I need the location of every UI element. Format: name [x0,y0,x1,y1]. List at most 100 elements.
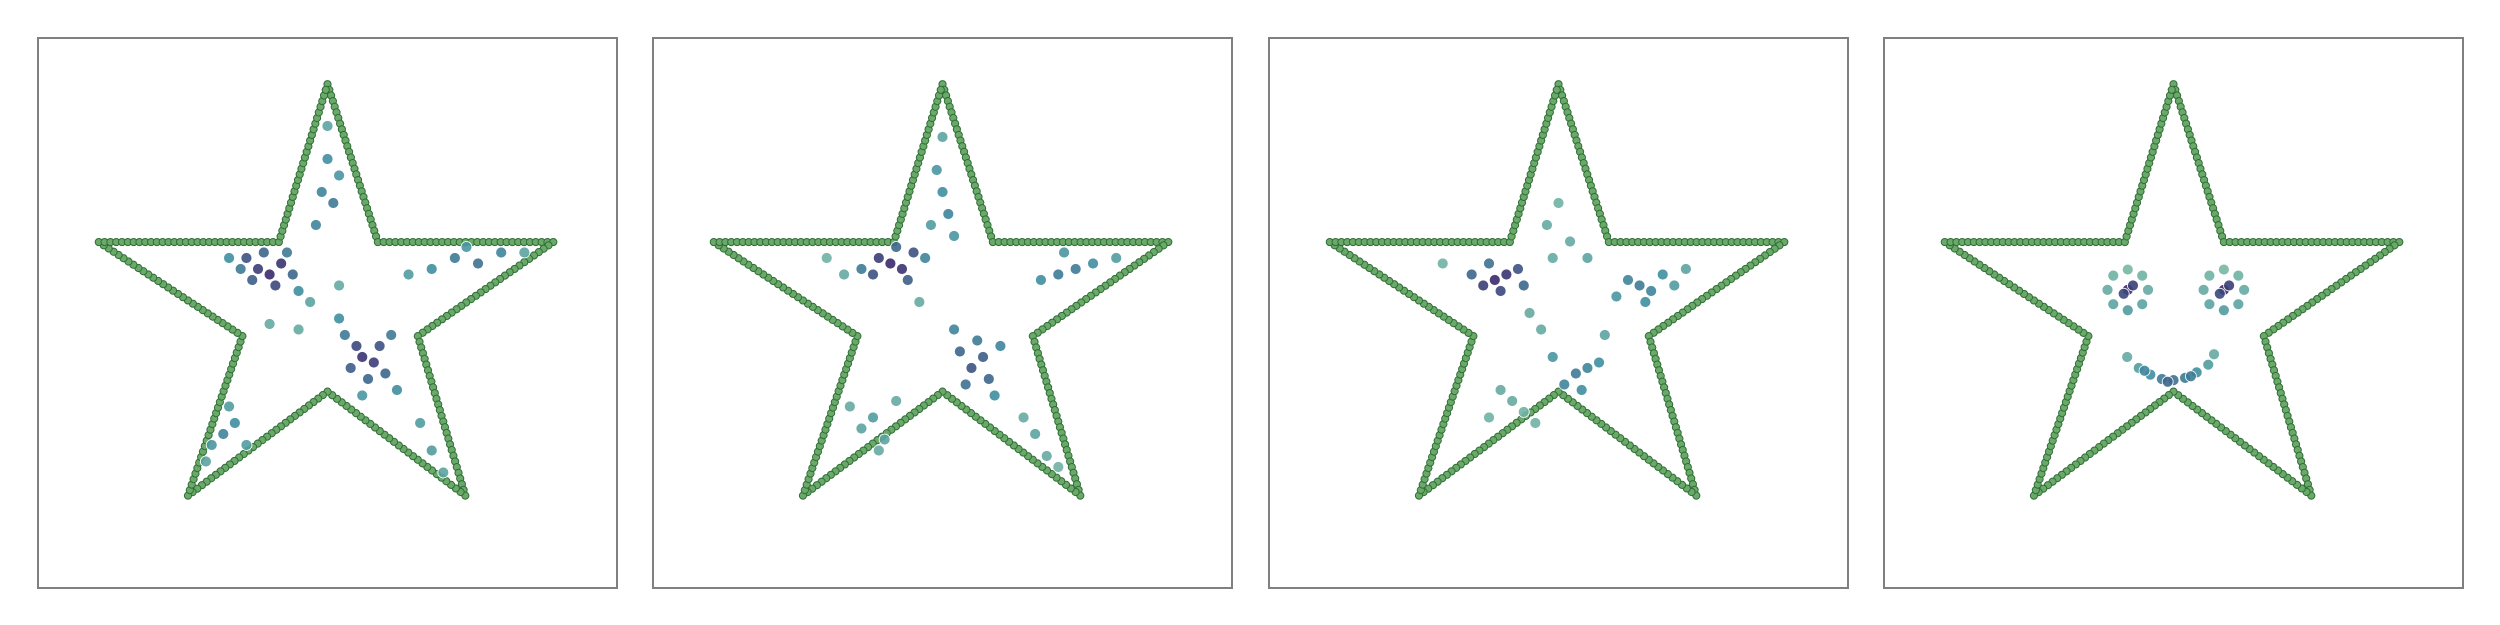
point [2136,269,2149,282]
point [1679,263,1692,275]
point [930,164,943,176]
point [1552,197,1565,209]
point [495,246,508,259]
point [872,444,885,457]
panel-frame [1883,37,2464,589]
point [333,312,345,325]
point [977,351,989,363]
point [217,428,230,440]
point [1087,257,1099,270]
point [367,356,380,369]
panel-frame [1268,37,1849,589]
point [1523,307,1536,319]
point [286,268,299,281]
point [1477,279,1490,292]
point [338,329,351,341]
point [518,246,531,259]
point [867,411,879,424]
point [263,268,276,281]
point [2217,263,2230,276]
point [2238,283,2251,296]
point [2107,269,2120,282]
point [953,345,966,358]
point [1500,268,1513,281]
point [292,323,305,336]
point [901,274,914,286]
point [240,252,253,264]
point [1488,274,1501,286]
point [304,296,317,308]
point [252,263,264,275]
point [2202,358,2215,371]
outline-dot [936,85,945,94]
point [936,186,949,198]
point [2142,283,2154,296]
point [1465,268,1478,281]
point [2136,298,2149,311]
point [994,340,1007,352]
point [1575,384,1588,396]
point [913,296,926,308]
point [402,268,415,281]
point [327,197,340,209]
point [1598,329,1611,341]
point [223,252,235,264]
point [1483,257,1495,270]
point [1494,285,1507,297]
point [838,268,850,281]
point [988,389,1001,402]
panel [1883,37,2464,589]
point [2107,298,2120,311]
point [948,323,960,336]
point [1029,428,1042,440]
point [2197,283,2210,296]
point [2232,298,2245,311]
point [321,153,334,165]
point [2223,279,2235,292]
point [878,433,891,446]
point [2161,375,2174,388]
point [425,263,438,275]
point [1483,411,1495,424]
point [292,285,305,297]
point [1639,296,1652,308]
point [205,439,218,451]
point [321,120,334,132]
point [867,268,879,281]
point [1546,351,1559,363]
point [2232,269,2245,282]
point [2208,348,2220,361]
point [391,384,403,396]
point [2217,304,2230,317]
point [263,318,276,330]
point [1535,323,1548,336]
panel [1268,37,1849,589]
panel-frame [652,37,1233,589]
point [228,417,241,429]
point [414,417,427,429]
point [890,241,903,253]
point [2203,269,2216,282]
point [1581,362,1594,374]
point [1035,274,1047,286]
point [855,263,868,275]
point [2117,287,2130,300]
point [437,466,450,479]
point [356,351,369,363]
point [425,444,438,457]
point [350,340,363,352]
point [896,263,908,275]
point [373,340,386,352]
point [884,257,897,270]
point [1593,356,1605,369]
point [472,257,484,270]
point [919,252,932,264]
point [971,334,984,347]
point [965,362,978,374]
point [2101,283,2114,296]
point [907,246,920,259]
point [1110,252,1123,264]
point [820,252,833,264]
point [2127,279,2139,292]
point [959,378,972,391]
